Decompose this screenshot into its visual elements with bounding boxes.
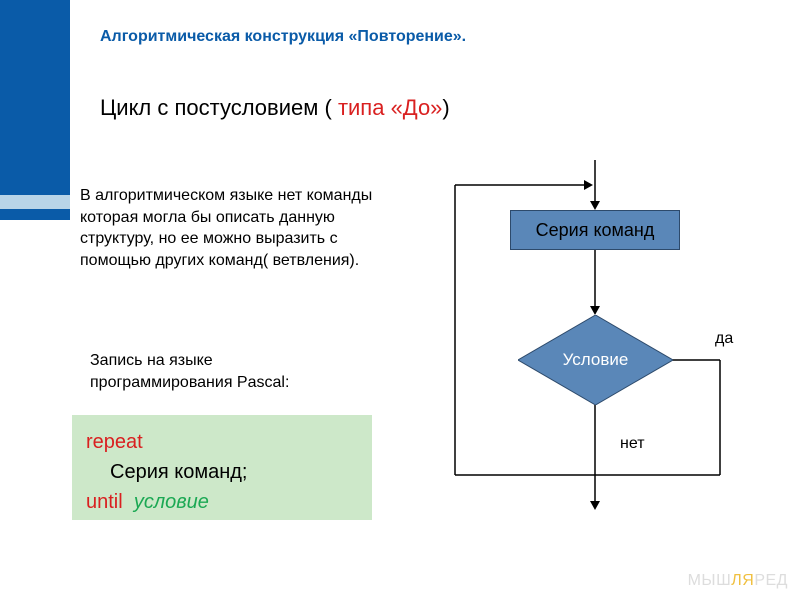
slide-title: Цикл с постусловием ( типа «До») (100, 95, 450, 121)
pascal-label: Запись на языке программирования Pascal: (90, 350, 350, 393)
description-text: В алгоритмическом языке нет команды кото… (80, 185, 380, 271)
watermark-right: РЕД (754, 572, 788, 589)
code-box: repeat Серия команд; until условие (72, 415, 372, 520)
watermark: МЫШЛЯРЕД (688, 572, 788, 590)
title-part-close: ) (442, 95, 449, 120)
code-body: Серия команд; (86, 457, 358, 487)
watermark-left: МЫШ (688, 572, 732, 589)
flowchart-process-box: Серия команд (510, 210, 680, 250)
code-condition: условие (134, 491, 209, 513)
flowchart-no-label: нет (620, 435, 645, 453)
flowchart: Серия команд Условие да нет (420, 155, 760, 555)
slide-header: Алгоритмическая конструкция «Повторение»… (100, 28, 466, 46)
flowchart-decision: Условие (518, 315, 673, 405)
title-part-1: Цикл с постусловием ( (100, 95, 338, 120)
flowchart-process-label: Серия команд (536, 220, 655, 241)
sidebar-accent-light (0, 195, 70, 209)
watermark-accent: ЛЯ (731, 572, 754, 589)
code-until: until (86, 491, 123, 513)
title-part-red: типа «До» (338, 95, 442, 120)
flowchart-yes-label: да (715, 330, 733, 348)
flowchart-decision-label: Условие (518, 315, 673, 405)
sidebar-accent (0, 0, 70, 220)
code-repeat: repeat (86, 431, 143, 453)
